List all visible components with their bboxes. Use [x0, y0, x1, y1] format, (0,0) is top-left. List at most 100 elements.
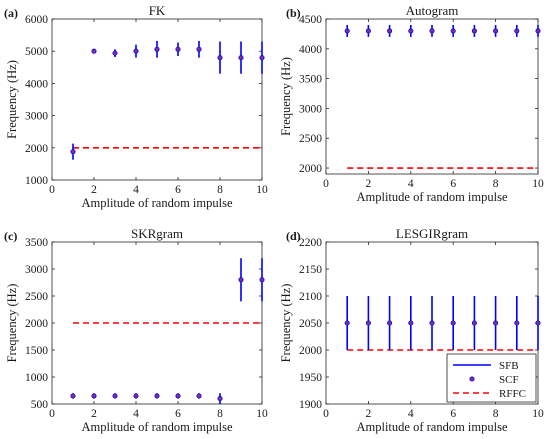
y-tick-label: 3500	[299, 74, 322, 86]
scf-point	[387, 28, 393, 34]
scf-point	[535, 320, 541, 326]
y-tick-label: 1000	[25, 175, 48, 187]
y-tick-label: 3000	[299, 103, 322, 115]
y-tick-label: 1000	[25, 372, 48, 384]
scf-point	[344, 320, 350, 326]
scf-point	[91, 48, 97, 54]
y-tick-label: 500	[31, 399, 49, 411]
y-tick-label: 3500	[25, 237, 48, 249]
x-tick-label: 6	[450, 178, 456, 190]
legend: SFB SCF RFFC	[446, 353, 537, 403]
legend-scf-swatch	[469, 376, 475, 382]
legend-label-rffc: RFFC	[499, 388, 526, 400]
y-axis-label: Frequency (Hz)	[5, 60, 19, 139]
scf-point	[493, 28, 499, 34]
scf-point	[217, 55, 223, 61]
y-tick-label: 4000	[299, 44, 322, 56]
x-tick-label: 4	[408, 408, 414, 420]
x-axis-label: Amplitude of random impulse	[81, 420, 232, 434]
scf-point	[70, 149, 76, 155]
x-tick-label: 0	[49, 184, 55, 196]
scf-point	[408, 28, 414, 34]
legend-box	[446, 353, 537, 403]
y-tick-label: 1500	[25, 345, 48, 357]
scf-point	[450, 28, 456, 34]
scf-point	[154, 46, 160, 52]
scf-point	[112, 50, 118, 56]
y-tick-label: 2500	[25, 291, 48, 303]
scf-point	[429, 28, 435, 34]
scf-point	[365, 320, 371, 326]
chart-title: FK	[149, 3, 166, 18]
scf-point	[344, 28, 350, 34]
x-tick-label: 8	[493, 178, 499, 190]
y-tick-label: 2000	[25, 318, 48, 330]
scf-point	[259, 277, 265, 283]
y-tick-label: 4500	[299, 14, 322, 26]
scf-point	[471, 320, 477, 326]
scf-point	[408, 320, 414, 326]
x-tick-label: 8	[217, 184, 223, 196]
chart-title: LESGIRgram	[396, 226, 468, 241]
chart-title: Autogram	[406, 3, 459, 18]
panel-c: (c) SKRgram 0 2 4 6 8 10 500 1000 1500 2000 2500 3000…	[4, 226, 268, 434]
scf-point	[196, 393, 202, 399]
y-tick-label: 4000	[25, 78, 48, 90]
x-tick-label: 0	[323, 408, 329, 420]
x-axis-label: Amplitude of random impulse	[356, 420, 507, 434]
legend-label-sfb: SFB	[499, 360, 519, 372]
y-tick-label: 2000	[299, 163, 322, 175]
scf-point	[514, 28, 520, 34]
y-tick-label: 2500	[299, 133, 322, 145]
scf-point	[535, 28, 541, 34]
y-tick-label: 5000	[25, 46, 48, 58]
x-tick-label: 2	[366, 178, 372, 190]
scf-point	[450, 320, 456, 326]
scf-point	[493, 320, 499, 326]
x-tick-label: 8	[493, 408, 499, 420]
x-tick-label: 2	[91, 408, 97, 420]
x-tick-label: 0	[49, 408, 55, 420]
x-tick-label: 4	[408, 178, 414, 190]
y-tick-label: 3000	[25, 264, 48, 276]
plot-frame	[325, 18, 539, 175]
scf-point	[91, 393, 97, 399]
y-axis-label: Frequency (Hz)	[279, 284, 293, 363]
scf-point	[514, 320, 520, 326]
x-tick-label: 2	[366, 408, 372, 420]
legend-label-scf: SCF	[499, 374, 519, 386]
scf-point	[175, 393, 181, 399]
chart-title: SKRgram	[131, 226, 183, 241]
x-tick-label: 10	[532, 408, 544, 420]
scf-point	[133, 48, 139, 54]
x-tick-label: 4	[133, 408, 139, 420]
x-tick-label: 10	[532, 178, 544, 190]
y-tick-label: 2000	[25, 143, 48, 155]
scf-point	[471, 28, 477, 34]
y-tick-label: 2050	[299, 318, 322, 330]
panel-b: (b) Autogram 0 2 4 6 8 10 2000 2500 3000 3500 4000 45…	[279, 3, 544, 204]
scf-point	[133, 393, 139, 399]
scf-point	[70, 393, 76, 399]
scf-point	[217, 396, 223, 402]
y-tick-label: 3000	[25, 111, 48, 123]
x-axis-label: Amplitude of random impulse	[81, 196, 232, 210]
x-tick-label: 6	[175, 408, 181, 420]
panel-label: (d)	[286, 229, 301, 243]
scf-point	[112, 393, 118, 399]
scf-point	[175, 46, 181, 52]
y-axis-label: Frequency (Hz)	[5, 284, 19, 363]
scf-point	[196, 46, 202, 52]
y-tick-label: 1950	[299, 372, 322, 384]
scf-point	[429, 320, 435, 326]
plot-frame	[51, 18, 263, 181]
panel-label: (b)	[286, 6, 301, 20]
x-tick-label: 10	[256, 184, 268, 196]
y-tick-label: 2100	[299, 291, 322, 303]
panel-d: (d) LESGIRgram 0 2 4 6 8 10 1900 1950 2000 2050 2100…	[279, 226, 544, 434]
x-tick-label: 4	[133, 184, 139, 196]
y-tick-label: 1900	[299, 399, 322, 411]
x-tick-label: 0	[323, 178, 329, 190]
y-tick-label: 6000	[25, 14, 48, 26]
